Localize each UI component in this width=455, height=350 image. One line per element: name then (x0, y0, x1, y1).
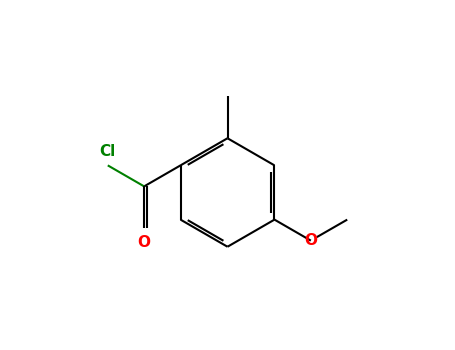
Text: O: O (304, 233, 317, 248)
Text: O: O (138, 235, 151, 250)
Text: Cl: Cl (100, 144, 116, 159)
